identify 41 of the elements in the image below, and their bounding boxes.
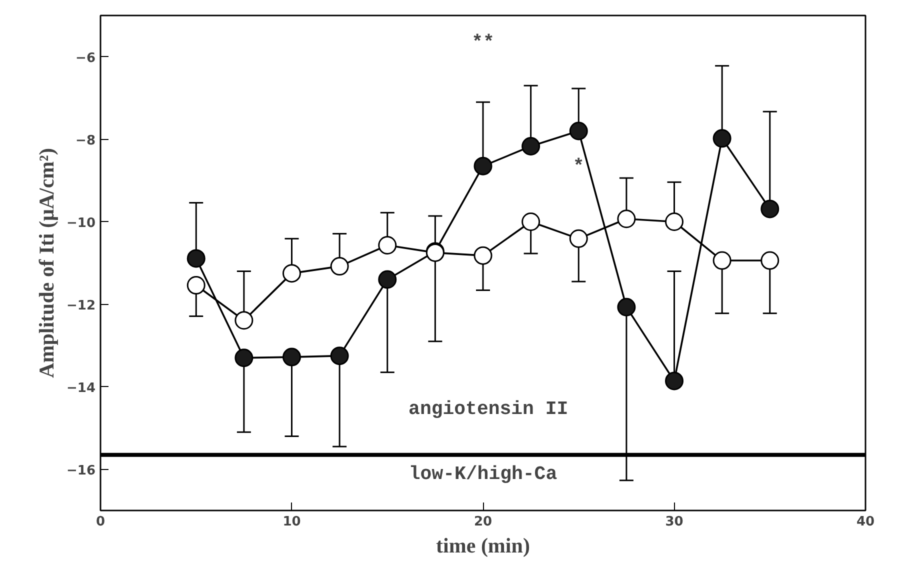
y-tick-label: −12 <box>66 298 96 314</box>
point <box>330 346 349 366</box>
point <box>665 212 684 231</box>
point <box>760 251 780 270</box>
point <box>378 270 397 289</box>
annotation: * <box>572 155 584 178</box>
point <box>186 276 206 295</box>
x-tick-label: 30 <box>665 514 684 530</box>
point <box>522 212 540 231</box>
point <box>186 249 206 268</box>
point <box>712 251 732 270</box>
point <box>282 348 301 366</box>
annotation: angiotensin II <box>408 398 568 420</box>
y-tick-label: −8 <box>76 133 96 148</box>
point <box>760 200 780 218</box>
x-axis-title: time (min) <box>436 534 530 558</box>
point <box>378 236 397 254</box>
y-tick-label: −16 <box>66 463 96 478</box>
y-axis-title: Amplitude of Iti (μA/cm²) <box>34 148 59 378</box>
x-tick-label: 0 <box>96 514 106 530</box>
ref-line-label: low-K/high-Ca <box>408 462 558 485</box>
x-tick-label: 10 <box>282 514 301 530</box>
y-tick-label: −6 <box>76 50 96 66</box>
y-tick-label: −14 <box>66 380 96 396</box>
point <box>282 264 301 283</box>
point <box>522 137 540 156</box>
y-tick-label: −10 <box>66 216 96 231</box>
point <box>617 298 636 316</box>
point <box>617 210 636 228</box>
point <box>569 122 588 140</box>
point <box>569 229 588 248</box>
x-tick-label: 20 <box>474 514 492 530</box>
point <box>234 348 254 368</box>
point <box>712 129 732 148</box>
x-tick-label: 40 <box>856 514 875 530</box>
annotation: ** <box>472 32 494 54</box>
point <box>665 372 684 390</box>
point <box>234 311 254 330</box>
point <box>474 246 492 265</box>
point <box>330 257 349 276</box>
point <box>474 156 492 176</box>
